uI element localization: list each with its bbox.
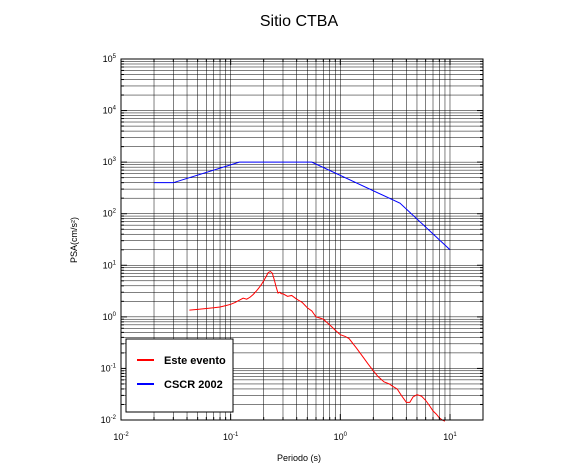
y-tick-label: 10-1 xyxy=(101,363,117,373)
legend-label-este-evento: Este evento xyxy=(164,355,226,367)
x-tick-label: 10-1 xyxy=(223,432,239,442)
y-tick-label-exponent: 4 xyxy=(113,106,117,112)
x-tick-label-exponent: 0 xyxy=(344,432,348,438)
y-tick-label-base: 10 xyxy=(103,157,113,167)
legend-box xyxy=(125,338,234,413)
legend-label-cscr-2002: CSCR 2002 xyxy=(164,379,223,391)
y-tick-label: 100 xyxy=(103,312,117,322)
x-tick-label: 101 xyxy=(443,432,457,442)
y-tick-label-base: 10 xyxy=(103,312,113,322)
y-tick-label-base: 10 xyxy=(103,209,113,219)
y-tick-label-base: 10 xyxy=(103,260,113,270)
series-group xyxy=(154,161,451,422)
x-tick-labels: 10-2 10-1 100 101 xyxy=(113,432,457,442)
y-tick-label: 104 xyxy=(103,106,117,116)
x-tick-label: 10-2 xyxy=(113,432,129,442)
y-tick-label: 101 xyxy=(103,260,117,270)
x-tick-label-exponent: -2 xyxy=(123,432,129,438)
plot-frame xyxy=(120,58,484,421)
series-line-este-evento xyxy=(189,270,446,422)
series-line-cscr-2002 xyxy=(154,161,451,251)
y-tick-label: 102 xyxy=(103,209,117,219)
chart-title: Sitio CTBA xyxy=(260,13,339,30)
y-tick-label-base: 10 xyxy=(101,363,111,373)
y-tick-label-exponent: -1 xyxy=(111,363,117,369)
y-tick-label-base: 10 xyxy=(103,54,113,64)
y-tick-label: 105 xyxy=(103,54,117,64)
x-tick-label-exponent: 1 xyxy=(453,432,457,438)
tick-marks xyxy=(120,58,484,421)
x-tick-label-base: 10 xyxy=(443,432,453,442)
y-tick-label-base: 10 xyxy=(101,415,111,425)
y-tick-label-exponent: 1 xyxy=(113,260,117,266)
x-tick-label-base: 10 xyxy=(113,432,123,442)
x-tick-label-exponent: -1 xyxy=(233,432,239,438)
y-tick-label-base: 10 xyxy=(103,106,113,116)
y-tick-label-exponent: 5 xyxy=(113,54,117,60)
y-tick-label-exponent: 2 xyxy=(113,209,117,215)
y-tick-label-exponent: 0 xyxy=(113,312,117,318)
x-axis-label: Periodo (s) xyxy=(277,453,321,463)
x-tick-label: 100 xyxy=(334,432,348,442)
y-tick-label: 10-2 xyxy=(101,415,117,425)
y-tick-label: 103 xyxy=(103,157,117,167)
x-tick-label-base: 10 xyxy=(334,432,344,442)
y-tick-label-exponent: -2 xyxy=(111,415,117,421)
legend: Este evento CSCR 2002 xyxy=(125,338,234,413)
y-axis-label: PSA(cm/s²) xyxy=(69,217,79,263)
y-tick-label-exponent: 3 xyxy=(113,157,117,163)
x-tick-label-base: 10 xyxy=(223,432,233,442)
